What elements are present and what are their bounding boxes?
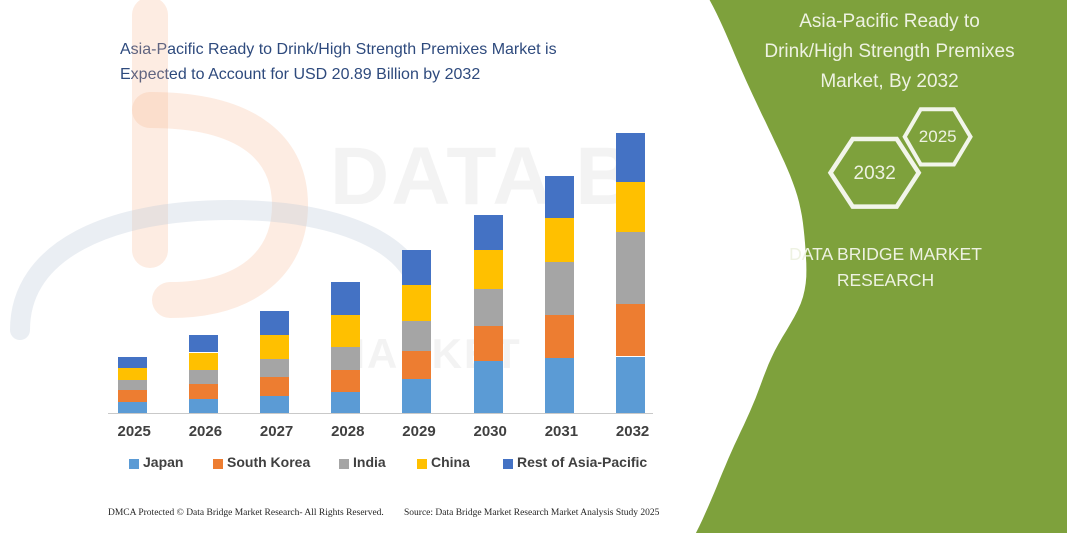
svg-text:2025: 2025 [919, 127, 957, 146]
svg-text:2032: 2032 [854, 163, 896, 184]
